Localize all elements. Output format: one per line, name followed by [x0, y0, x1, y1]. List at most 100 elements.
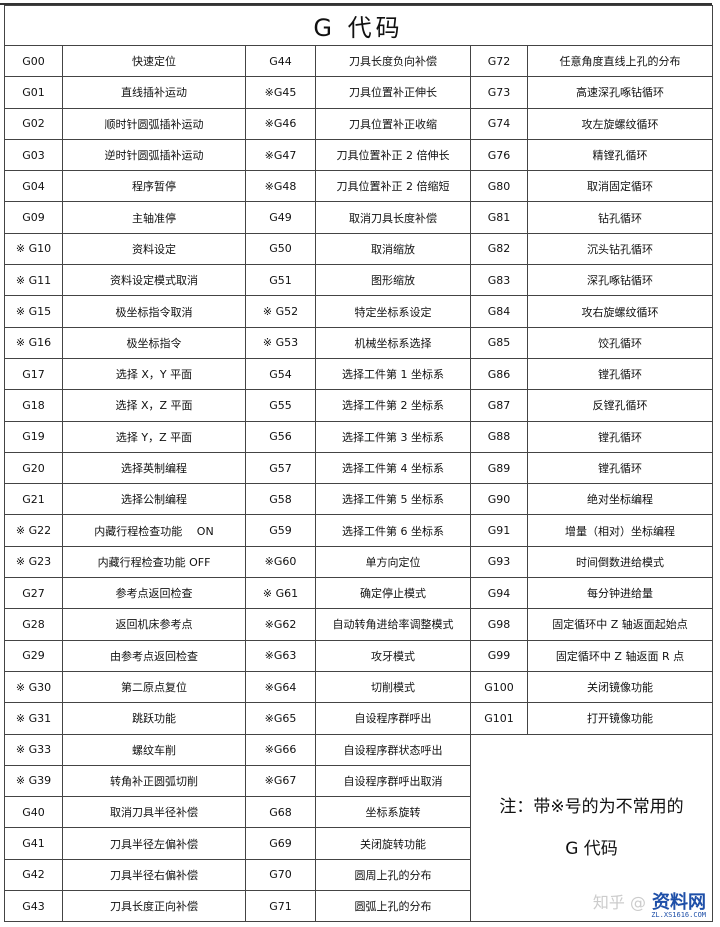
table-row: G19 选择 Y，Z 平面 G56 选择工件第 3 坐标系 G88 镗孔循环 — [4, 420, 714, 453]
g-code-cell: ※ G33 — [4, 733, 63, 766]
description-cell: 自设程序群状态呼出 — [315, 733, 471, 766]
g-code-cell: ※ G52 — [245, 295, 316, 328]
g-code-cell: G100 — [470, 670, 528, 704]
table-row: G42 刀具半径右偏补偿 G70 圆周上孔的分布 — [4, 858, 713, 892]
table-row: G17 选择 X，Y 平面 G54 选择工件第 1 坐标系 G86 镗孔循环 — [4, 357, 714, 391]
watermark-logo: 资料网 — [652, 892, 707, 914]
g-code-cell: G74 — [470, 107, 528, 140]
description-cell: 自动转角进给率调整模式 — [315, 608, 471, 641]
g-code-cell: G85 — [470, 326, 528, 359]
g-code-cell: G50 — [245, 232, 316, 266]
g-code-cell: ※ G10 — [4, 232, 63, 266]
g-code-cell: G09 — [4, 201, 63, 234]
description-cell: 精镗孔循环 — [526, 138, 714, 172]
description-cell: 切削模式 — [315, 670, 471, 704]
g-code-cell: ※ G16 — [4, 326, 63, 359]
description-cell: 刀具半径左偏补偿 — [62, 827, 246, 860]
table-row: G40 取消刀具半径补偿 G68 坐标系旋转 — [4, 796, 713, 829]
table-row: ※ G30 第二原点复位 ※G64 切削模式 G100 关闭镜像功能 — [4, 670, 714, 704]
watermark-url: ZL.XS1616.COM — [651, 911, 707, 920]
g-code-cell: G98 — [470, 608, 528, 641]
g-code-cell: ※G67 — [245, 764, 316, 798]
g-code-cell: ※ G53 — [245, 326, 316, 359]
g-code-cell: G86 — [470, 357, 528, 391]
g-code-cell: G43 — [4, 890, 63, 923]
table-row: ※ G39 转角补正圆弧切削 ※G67 自设程序群呼出取消 — [4, 764, 713, 798]
g-code-cell: G55 — [245, 389, 316, 422]
description-cell: 由参考点返回检查 — [62, 639, 246, 672]
description-cell: 时间倒数进给模式 — [526, 545, 714, 579]
description-cell: 刀具长度正向补偿 — [62, 890, 246, 923]
g-code-cell: G41 — [4, 827, 63, 860]
description-cell: 螺纹车削 — [62, 733, 246, 766]
table-row: ※ G33 螺纹车削 ※G66 自设程序群状态呼出 注：带※号的为不常用的 G 代码 知乎 … — [4, 733, 714, 923]
description-cell: 坐标系旋转 — [315, 796, 471, 829]
g-code-cell: G88 — [470, 420, 528, 453]
g-code-cell: G20 — [4, 451, 63, 485]
description-cell: 图形缩放 — [315, 264, 471, 297]
g-code-cell: ※ G31 — [4, 702, 63, 735]
table-row: G29 由参考点返回检查 ※G63 攻牙模式 G99 固定循环中 Z 轴返面 R 点 — [4, 639, 714, 672]
description-cell: 深孔啄钻循环 — [526, 264, 714, 297]
g-code-cell: G90 — [470, 483, 528, 516]
g-code-cell: ※ G39 — [4, 764, 63, 798]
table-row: G41 刀具半径左偏补偿 G69 关闭旋转功能 — [4, 827, 713, 860]
g-code-cell: G99 — [470, 639, 528, 672]
description-cell: 参考点返回检查 — [62, 577, 246, 610]
description-cell: 刀具长度负向补偿 — [315, 44, 471, 78]
g-code-cell: G81 — [470, 201, 528, 234]
table-row: G20 选择英制编程 G57 选择工件第 4 坐标系 G89 镗孔循环 — [4, 451, 714, 485]
g-code-cell: G19 — [4, 420, 63, 453]
g-code-cell: G00 — [4, 44, 63, 78]
g-code-cell: G73 — [470, 76, 528, 109]
description-cell: 沉头钻孔循环 — [526, 232, 714, 266]
table-row: ※ G22 内藏行程检查功能 ON G59 选择工件第 6 坐标系 G91 增量（相对）坐… — [4, 514, 714, 547]
description-cell: 任意角度直线上孔的分布 — [526, 44, 714, 78]
description-cell: 镗孔循环 — [526, 451, 714, 485]
description-cell: 内藏行程检查功能 ON — [62, 514, 246, 547]
description-cell: 特定坐标系设定 — [315, 295, 471, 328]
note-line-2: G 代码 — [565, 838, 618, 859]
description-cell: 极坐标指令 — [62, 326, 246, 359]
g-code-cell: G83 — [470, 264, 528, 297]
g-code-cell: G70 — [245, 858, 316, 892]
description-cell: 跳跃功能 — [62, 702, 246, 735]
g-code-table: G 代码 G00 快速定位 G44 刀具长度负向补偿 G72 任意角度直线上孔的分布 G01… — [3, 5, 714, 923]
description-cell: 钻孔循环 — [526, 201, 714, 234]
description-cell: 取消刀具半径补偿 — [62, 796, 246, 829]
g-code-cell: G69 — [245, 827, 316, 860]
g-code-cell: G57 — [245, 451, 316, 485]
g-code-cell: G71 — [245, 890, 316, 923]
table-row: G27 参考点返回检查 ※ G61 确定停止模式 G94 每分钟进给量 — [4, 577, 714, 610]
description-cell: 攻右旋螺纹循环 — [526, 295, 714, 328]
description-cell: 刀具半径右偏补偿 — [62, 858, 246, 892]
description-cell: 圆弧上孔的分布 — [315, 890, 471, 923]
g-code-cell: ※ G15 — [4, 295, 63, 328]
g-code-cell: G72 — [470, 44, 528, 78]
g-code-cell: ※G63 — [245, 639, 316, 672]
g-code-cell: ※ G11 — [4, 264, 63, 297]
description-cell: 转角补正圆弧切削 — [62, 764, 246, 798]
description-cell: 资料设定模式取消 — [62, 264, 246, 297]
table-row: ※ G31 跳跃功能 ※G65 自设程序群呼出 G101 打开镜像功能 — [4, 702, 714, 735]
description-cell: 镗孔循环 — [526, 420, 714, 453]
table-row: G09 主轴准停 G49 取消刀具长度补偿 G81 钻孔循环 — [4, 201, 714, 234]
g-code-cell: G82 — [470, 232, 528, 266]
g-code-cell: G94 — [470, 577, 528, 610]
description-cell: 第二原点复位 — [62, 670, 246, 704]
g-code-cell: G29 — [4, 639, 63, 672]
table-row: G03 逆时针圆弧插补运动 ※G47 刀具位置补正 2 倍伸长 G76 精镗孔循环 — [4, 138, 714, 172]
g-code-cell: ※G60 — [245, 545, 316, 579]
description-cell: 打开镜像功能 — [526, 702, 714, 735]
description-cell: 自设程序群呼出 — [315, 702, 471, 735]
description-cell: 刀具位置补正收缩 — [315, 107, 471, 140]
g-code-cell: G56 — [245, 420, 316, 453]
g-code-cell: G40 — [4, 796, 63, 829]
g-code-cell: G42 — [4, 858, 63, 892]
description-cell: 机械坐标系选择 — [315, 326, 471, 359]
g-code-cell: G58 — [245, 483, 316, 516]
g-code-cell: ※G65 — [245, 702, 316, 735]
g-code-cell: G28 — [4, 608, 63, 641]
table-row: ※ G11 资料设定模式取消 G51 图形缩放 G83 深孔啄钻循环 — [4, 264, 714, 297]
description-cell: 固定循环中 Z 轴返面 R 点 — [526, 639, 714, 672]
